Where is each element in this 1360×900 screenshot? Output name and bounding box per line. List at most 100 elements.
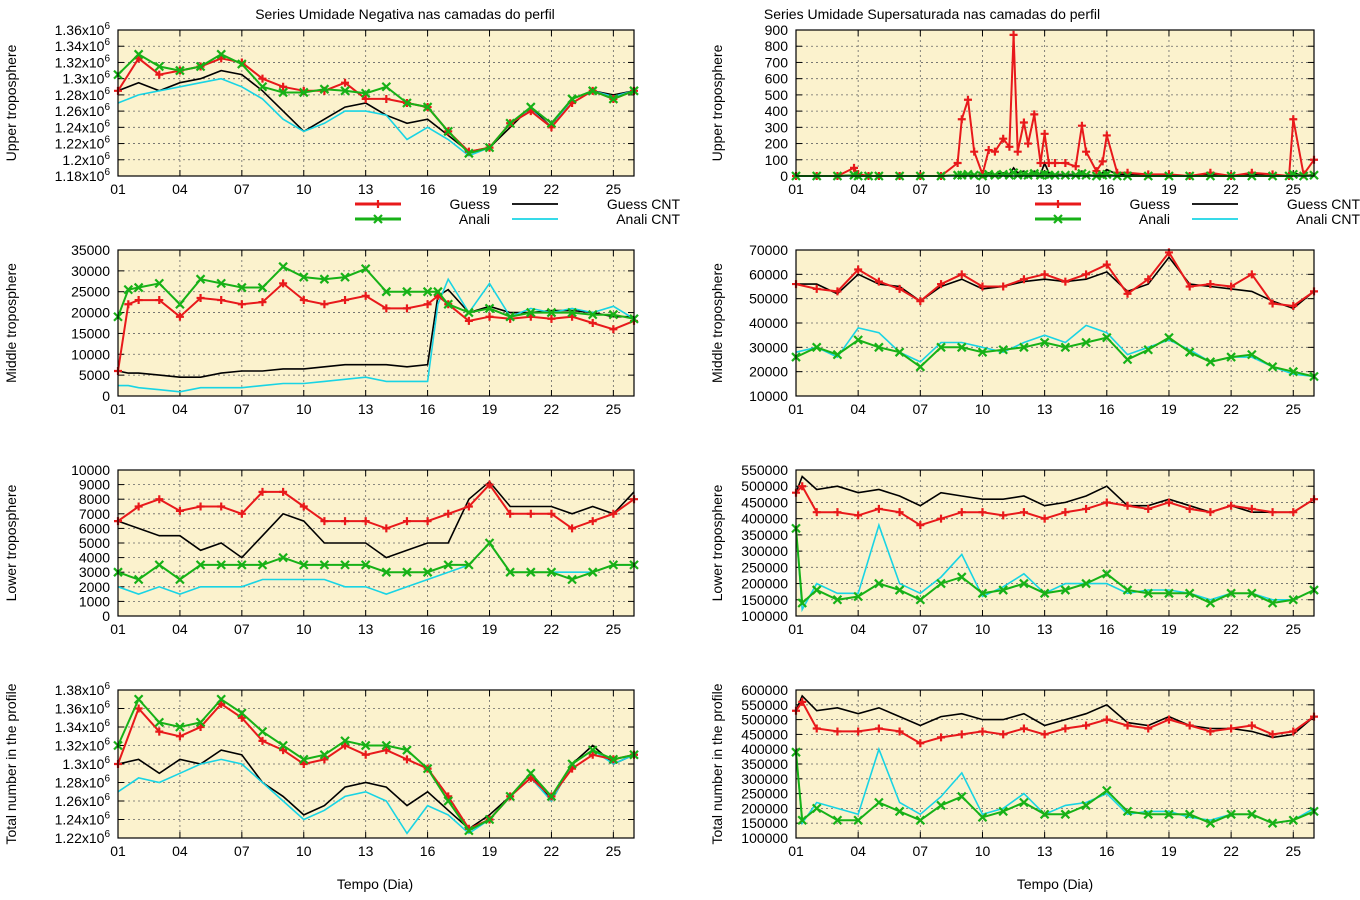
guess-cnt-series-line [117, 288, 634, 379]
anali-point [915, 595, 926, 605]
anali-point [853, 335, 863, 345]
guess-point [258, 736, 267, 745]
guess-point [258, 74, 267, 83]
guess-point [299, 760, 308, 768]
anali-series-line [117, 541, 634, 581]
x-tick-label: 07 [913, 843, 929, 859]
anali-point [175, 299, 185, 310]
y-tick-label-base: 250000 [741, 559, 788, 575]
guess-point [1206, 280, 1215, 289]
guess-point [895, 727, 904, 736]
y-tick-label-base: 1.3x10 [62, 756, 104, 772]
y-tick-label-base: 1.22x10 [55, 136, 105, 152]
anali-point [832, 595, 843, 605]
y-tick-label: 200000 [741, 800, 788, 816]
anali-point [894, 806, 905, 817]
y-tick-label-exponent: 6 [104, 700, 110, 711]
guess-point [258, 298, 267, 307]
y-tick-label: 250000 [741, 559, 788, 575]
x-tick-label: 25 [606, 843, 622, 859]
y-tick-label: 300000 [741, 771, 788, 787]
anali-point [402, 286, 412, 297]
y-tick-label-base: 6000 [79, 520, 110, 536]
anali-point [216, 278, 226, 289]
guess-point [916, 521, 925, 530]
y-tick-label: 200000 [741, 576, 788, 592]
anali-point [1205, 598, 1216, 608]
guess-point [155, 727, 164, 736]
guess-point [361, 291, 370, 300]
y-tick-label: 100000 [741, 830, 788, 846]
guess-point [1289, 301, 1298, 310]
y-tick-label-base: 1.22x10 [55, 830, 105, 846]
guess-point [1040, 514, 1049, 523]
anali-point [443, 126, 454, 137]
guess-point [1019, 508, 1028, 517]
anali-point [608, 309, 619, 320]
anali-point [1019, 342, 1029, 353]
anali-point [443, 560, 454, 570]
anali-point [319, 749, 330, 760]
y-tick-label: 1.36x106 [55, 700, 111, 717]
y-tick-label-exponent: 6 [104, 681, 110, 692]
guess-point [1030, 110, 1039, 119]
guess-point [1009, 30, 1018, 39]
y-tick-label: 10000 [749, 388, 788, 404]
anali-point [1226, 809, 1236, 820]
anali-point [1019, 797, 1029, 808]
legend-marker-guess [1054, 200, 1062, 208]
guess-point [217, 699, 226, 708]
x-tick-label: 16 [1099, 621, 1115, 637]
anali-point [1102, 332, 1112, 343]
y-tick-label: 1.18x106 [55, 167, 111, 184]
y-tick-label-base: 0 [102, 388, 110, 404]
anali-cnt-series-line [118, 277, 635, 393]
x-tick-label: 13 [1037, 401, 1053, 417]
anali-point [464, 825, 474, 836]
x-tick-label: 13 [1037, 181, 1053, 197]
y-tick-label-base: 1000 [79, 593, 110, 609]
guess-point [382, 524, 391, 533]
x-tick-label: 01 [110, 181, 126, 197]
guess-point [1227, 501, 1236, 510]
guess-point [155, 296, 164, 305]
guess-point [1040, 270, 1049, 279]
x-tick-label: 22 [1223, 401, 1239, 417]
guess-point [506, 509, 515, 518]
anali-point [505, 791, 515, 802]
y-axis-label: Upper troposphere [709, 44, 725, 161]
guess-point [1024, 139, 1033, 148]
guess-point [833, 287, 842, 296]
guess-point [1061, 508, 1070, 517]
anali-point [298, 272, 309, 282]
anali-point [433, 286, 443, 297]
anali-point [216, 694, 226, 705]
y-tick-label: 10000 [71, 462, 110, 478]
anali-point [894, 585, 905, 595]
anali-point [195, 717, 206, 728]
chart-panel: 10000 20000 30000 40000 50000 60000 70000 01 04 0… [709, 242, 1319, 417]
anali-point [257, 726, 268, 737]
anali-point [1226, 588, 1236, 599]
legend-marker-anali [1053, 214, 1063, 224]
y-tick-label-base: 60000 [749, 266, 788, 282]
anali-point [1143, 588, 1154, 599]
guess-point [196, 293, 205, 302]
guess-point [999, 134, 1008, 143]
anali-point [298, 754, 309, 765]
anali-point [990, 170, 1000, 180]
y-tick-label: 6000 [79, 520, 110, 536]
y-tick-label-base: 150000 [741, 815, 788, 831]
anali-point [956, 572, 967, 582]
y-tick-label-base: 30000 [71, 263, 110, 279]
left-column-title: Series Umidade Negativa nas camadas do p… [255, 6, 555, 22]
anali-point [853, 815, 863, 826]
guess-point [812, 508, 821, 517]
y-tick-label-base: 300000 [741, 771, 788, 787]
y-tick-label-base: 2000 [79, 579, 110, 595]
guess-point [833, 508, 842, 517]
guess-point [464, 502, 473, 511]
y-tick-label-base: 1.28x10 [55, 775, 105, 791]
y-tick-label-exponent: 6 [104, 118, 110, 129]
y-tick-label-base: 1.36x10 [55, 22, 105, 38]
